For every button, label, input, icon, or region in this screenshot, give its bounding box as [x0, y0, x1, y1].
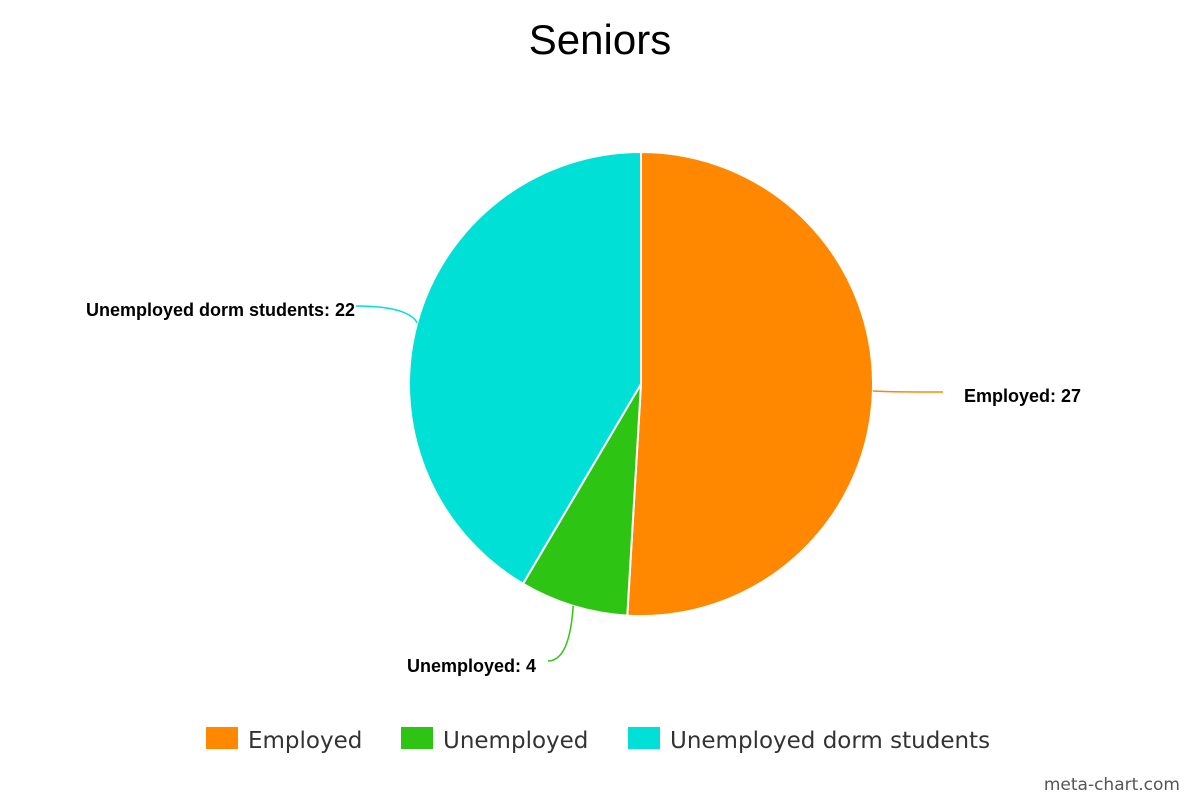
- legend-label-employed: Employed: [248, 728, 362, 754]
- leader-line-employed: [872, 390, 944, 393]
- credit-link[interactable]: meta-chart.com: [1044, 775, 1180, 795]
- legend-label-unemployed: Unemployed: [443, 728, 588, 754]
- data-label-employed: Employed: 27: [964, 386, 1081, 406]
- legend: Employed Unemployed Unemployed dorm stud…: [206, 727, 990, 754]
- legend-label-unemployed-dorm-students: Unemployed dorm students: [670, 728, 990, 754]
- pie-slice-employed[interactable]: [626, 150, 874, 617]
- leader-line-unemployed-dorm-students: [355, 305, 418, 324]
- legend-swatch-employed: [206, 727, 238, 749]
- data-label-unemployed: Unemployed: 4: [407, 656, 536, 676]
- data-label-unemployed-dorm-students: Unemployed dorm students: 22: [86, 300, 355, 320]
- legend-item-employed[interactable]: Employed: [206, 727, 362, 754]
- legend-item-unemployed-dorm-students[interactable]: Unemployed dorm students: [628, 727, 990, 754]
- chart-title: Seniors: [529, 16, 671, 63]
- label-leaders: [355, 305, 944, 662]
- pie-slice-unemployed[interactable]: [521, 383, 642, 617]
- leader-line-unemployed: [547, 605, 574, 662]
- legend-swatch-unemployed: [401, 727, 433, 749]
- pie-slices: [408, 150, 874, 617]
- pie-slice-unemployed-dorm-students[interactable]: [408, 150, 642, 586]
- legend-item-unemployed[interactable]: Unemployed: [401, 727, 588, 754]
- legend-swatch-unemployed-dorm-students: [628, 727, 660, 749]
